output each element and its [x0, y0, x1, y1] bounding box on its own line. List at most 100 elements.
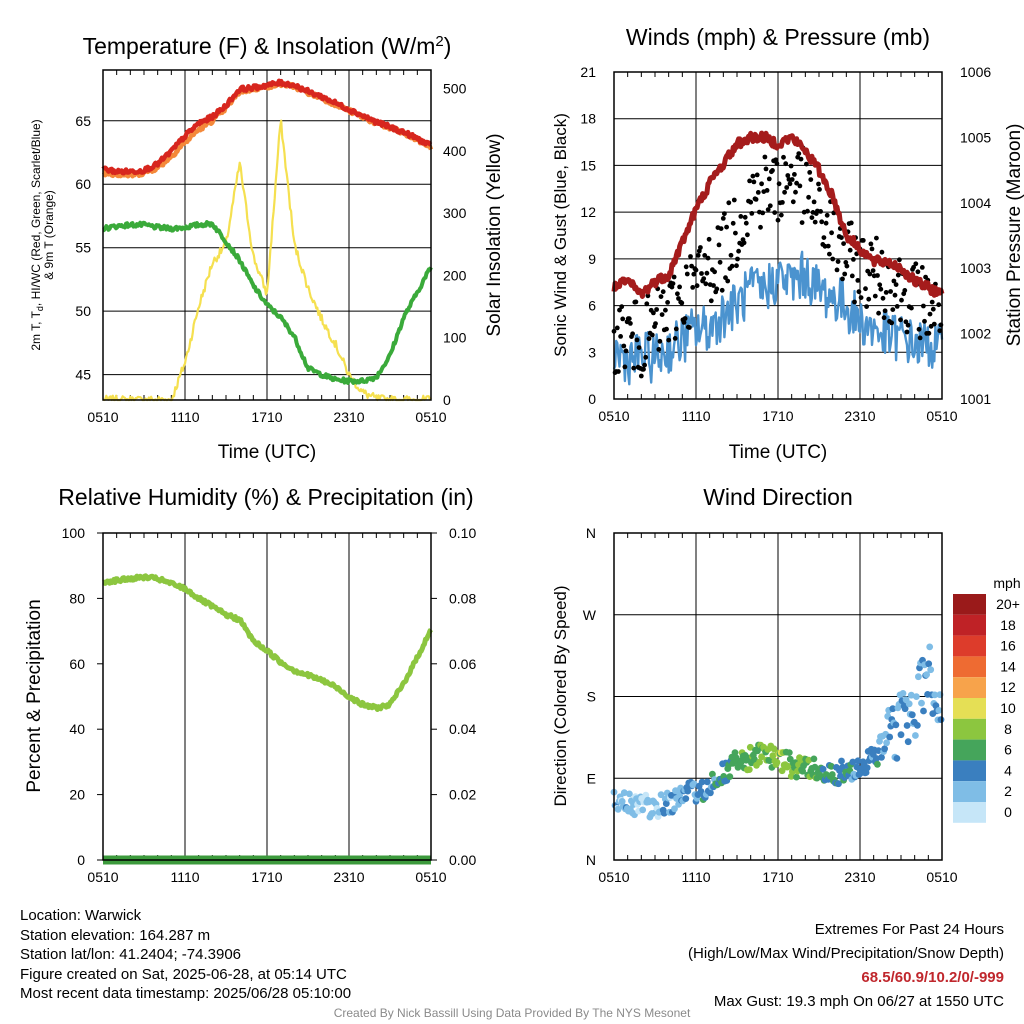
wind-gust-point — [720, 216, 726, 221]
wind-gust-point — [764, 188, 770, 193]
wind-gust-point — [684, 271, 690, 277]
wind-gust-point — [804, 161, 809, 167]
wind-sonic-wind-line — [612, 250, 944, 386]
wind-y-tick-label: 0 — [588, 391, 596, 407]
wind-gust-point — [695, 253, 701, 258]
dir-point — [927, 666, 935, 674]
wind-gust-point — [797, 183, 803, 189]
wind-gust-point — [899, 297, 904, 303]
speed-legend-label: 4 — [1004, 762, 1012, 778]
temp-2m-t-line — [101, 78, 433, 176]
temp-x-tick-label: 0510 — [87, 409, 118, 425]
wind-gust-point — [839, 235, 844, 241]
speed-legend-swatch — [953, 635, 986, 657]
wind-y2-tick-label: 1003 — [960, 260, 991, 276]
rh-relative-humidity-line — [101, 573, 433, 712]
wind-x-tick-label: 0510 — [926, 408, 957, 424]
wind-y2-tick-label: 1006 — [960, 64, 991, 80]
wind-gust-point — [844, 263, 850, 269]
wind-gust-point — [643, 354, 649, 360]
dir-point — [773, 759, 781, 766]
wind-gust-point — [620, 316, 626, 322]
rh-y-tick-label: 60 — [69, 656, 85, 672]
wind-y2-tick-label: 1002 — [960, 326, 991, 342]
speed-legend-swatch — [953, 614, 986, 636]
wind-gust-point — [705, 255, 711, 261]
wind-gust-point — [618, 334, 623, 339]
wind-gust-point — [856, 289, 862, 295]
wind-gust-point — [790, 199, 796, 205]
dir-point — [925, 660, 933, 668]
temp-frame — [102, 69, 432, 401]
wind-gust-point — [883, 290, 889, 295]
dir-point — [657, 791, 665, 799]
wind-gust-point — [722, 211, 727, 217]
wind-gust-point — [870, 268, 876, 273]
temp-y-tick-label: 45 — [75, 367, 91, 383]
wind-x-tick-label: 0510 — [598, 408, 629, 424]
wind-gust-point — [616, 369, 621, 374]
rh-y2-tick-label: 0.06 — [449, 656, 476, 672]
wind-gust-point — [823, 220, 829, 226]
temp-y-axis-title-line2: & 9m T (Orange) — [42, 190, 56, 280]
wind-gust-point — [919, 265, 925, 270]
wind-gust-point — [716, 242, 722, 248]
dir-point — [639, 806, 647, 814]
wind-gust-point — [811, 199, 817, 205]
wind-y-tick-label: 15 — [580, 157, 596, 173]
wind-gust-point — [656, 347, 662, 352]
wind-gust-point — [863, 286, 868, 292]
credit-line: Created By Nick Bassill Using Data Provi… — [333, 1006, 691, 1020]
dir-point — [737, 758, 745, 766]
wind-gust-point — [816, 181, 821, 187]
wind-gust-point — [891, 278, 897, 284]
wind-gust-point — [641, 366, 646, 372]
rh-y-axis-title: Percent & Precipitation — [24, 599, 45, 792]
wind-gust-point — [751, 179, 757, 185]
wind-gust-point — [755, 190, 761, 195]
dir-point — [758, 753, 765, 761]
wind-x-tick-label: 2310 — [844, 408, 875, 424]
wind-gust-point — [630, 331, 635, 337]
wind-gust-point — [687, 325, 692, 330]
wind-gust-point — [843, 260, 849, 265]
wind-gust-point — [780, 200, 785, 205]
dir-y-tick-label: S — [587, 689, 596, 705]
wind-gust-point — [855, 278, 861, 283]
dir-point — [854, 757, 862, 765]
dir-point — [878, 754, 885, 761]
dir-point — [918, 699, 925, 707]
wind-gust-point — [657, 338, 663, 344]
wind-gust-point — [617, 307, 622, 313]
dir-point — [756, 758, 763, 766]
extremes-values: 68.5/60.9/10.2/0/-999 — [861, 969, 1004, 986]
wind-gust-point — [878, 286, 884, 292]
wind-y-tick-label: 9 — [588, 251, 596, 267]
wind-gust-point — [729, 263, 735, 269]
temp-y-axis-title: 2m T, Td, HI/WC (Red, Green, Scarlet/Blu… — [29, 119, 45, 350]
dir-point — [905, 700, 913, 708]
dir-point — [671, 805, 678, 813]
wind-gust-point — [663, 307, 668, 313]
wind-gust-point — [875, 273, 880, 278]
dir-point — [899, 690, 907, 697]
wind-gust-point — [623, 348, 629, 354]
wind-gust-point — [701, 276, 707, 281]
wind-y2-tick-label: 1004 — [960, 195, 991, 211]
wind-gust-point — [841, 241, 846, 247]
wind-gust-point — [708, 298, 714, 304]
wind-gust-point — [738, 214, 744, 219]
rh-y2-tick-label: 0.10 — [449, 525, 476, 541]
temp-y-tick-label: 55 — [75, 240, 91, 256]
wind-gust-point — [702, 253, 708, 258]
dir-point — [937, 716, 945, 723]
dir-y-tick-label: W — [583, 607, 597, 623]
wind-title: Winds (mph) & Pressure (mb) — [626, 24, 930, 50]
dir-point — [709, 770, 716, 778]
speed-legend-label: 18 — [1000, 617, 1016, 633]
wind-gust-point — [892, 292, 898, 298]
wind-gust-point — [689, 263, 694, 269]
speed-legend-swatch — [953, 718, 986, 740]
wind-gust-point — [726, 200, 732, 206]
wind-gust-point — [776, 181, 782, 187]
